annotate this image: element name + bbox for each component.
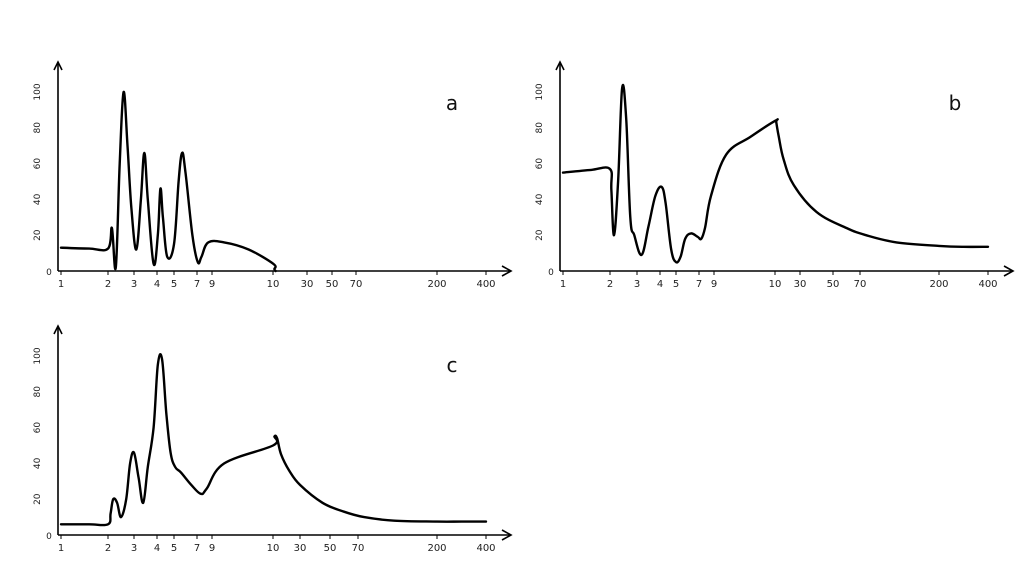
x-tick-label: 2 [607,279,613,290]
x-tick-label: 2 [105,279,111,290]
chart-panel-b: 1 2 3 4 5 7 9 10 30 50 70 200 400 0 20 40 60 80 100 b [535,60,1015,290]
x-tick-label: 1 [58,543,64,554]
y-tick-label: 20 [33,493,43,505]
x-axis-arrow [501,529,513,541]
panel-label: c [447,353,458,377]
x-tick-label: 50 [326,279,339,290]
x-tick-label: 4 [657,279,663,290]
x-tick-label: 9 [711,279,717,290]
y-tick-label: 0 [46,268,52,278]
x-tick-label: 4 [154,279,160,290]
y-tick-label: 80 [535,122,545,134]
x-tick-label: 9 [209,279,215,290]
x-tick-label: 3 [131,279,137,290]
x-tick-label: 50 [324,543,337,554]
x-tick-label: 3 [634,279,640,290]
x-tick-label: 400 [476,279,495,290]
x-axis-arrow [501,265,513,277]
x-tick-label: 7 [194,279,200,290]
series-line [561,83,990,264]
x-tick-label: 70 [352,543,365,554]
y-tick-label: 80 [33,122,43,134]
y-tick-label: 20 [33,229,43,241]
panel-label: b [949,91,962,115]
panel-label: a [446,91,458,115]
x-tick-label: 200 [427,543,446,554]
y-tick-label: 60 [535,158,545,170]
x-tick-label: 30 [794,279,807,290]
x-tick-label: 5 [673,279,679,290]
y-tick-label: 60 [33,158,43,170]
series-line [59,353,488,527]
x-tick-label: 7 [194,543,200,554]
x-tick-label: 10 [267,279,280,290]
y-tick-label: 40 [535,193,545,205]
x-tick-label: 50 [827,279,840,290]
x-tick-label: 3 [131,543,137,554]
y-tick-label: 20 [535,229,545,241]
y-axis-arrow [555,60,565,71]
y-axis-arrow [53,60,63,71]
chart-panel-a: 1 2 3 4 5 7 9 10 30 50 70 200 400 0 20 40 60 80 100 a [33,60,513,290]
x-tick-label: 5 [171,279,177,290]
y-tick-label: 40 [33,457,43,469]
x-tick-label: 9 [209,543,215,554]
x-axis-arrow [1003,265,1015,277]
x-tick-label: 1 [560,279,566,290]
x-tick-label: 30 [294,543,307,554]
y-tick-label: 0 [548,268,554,278]
x-tick-label: 400 [476,543,495,554]
y-tick-label: 60 [33,422,43,434]
x-tick-label: 10 [769,279,782,290]
y-tick-label: 0 [46,532,52,542]
x-tick-label: 5 [171,543,177,554]
x-tick-label: 2 [105,543,111,554]
x-tick-label: 7 [696,279,702,290]
x-tick-label: 70 [854,279,867,290]
y-tick-label: 100 [33,83,43,100]
y-tick-label: 80 [33,386,43,398]
x-tick-label: 4 [154,543,160,554]
x-tick-label: 10 [267,543,280,554]
y-tick-label: 100 [33,347,43,364]
x-tick-label: 30 [301,279,314,290]
x-tick-label: 200 [427,279,446,290]
x-tick-label: 70 [350,279,363,290]
y-tick-label: 40 [33,193,43,205]
series-line [59,90,277,273]
y-axis-arrow [53,324,63,335]
x-tick-label: 200 [929,279,948,290]
chart-panel-c: 1 2 3 4 5 7 9 10 30 50 70 200 400 0 20 40 60 80 100 c [33,324,513,554]
y-tick-label: 100 [535,83,545,100]
x-tick-label: 1 [58,279,64,290]
x-tick-label: 400 [978,279,997,290]
